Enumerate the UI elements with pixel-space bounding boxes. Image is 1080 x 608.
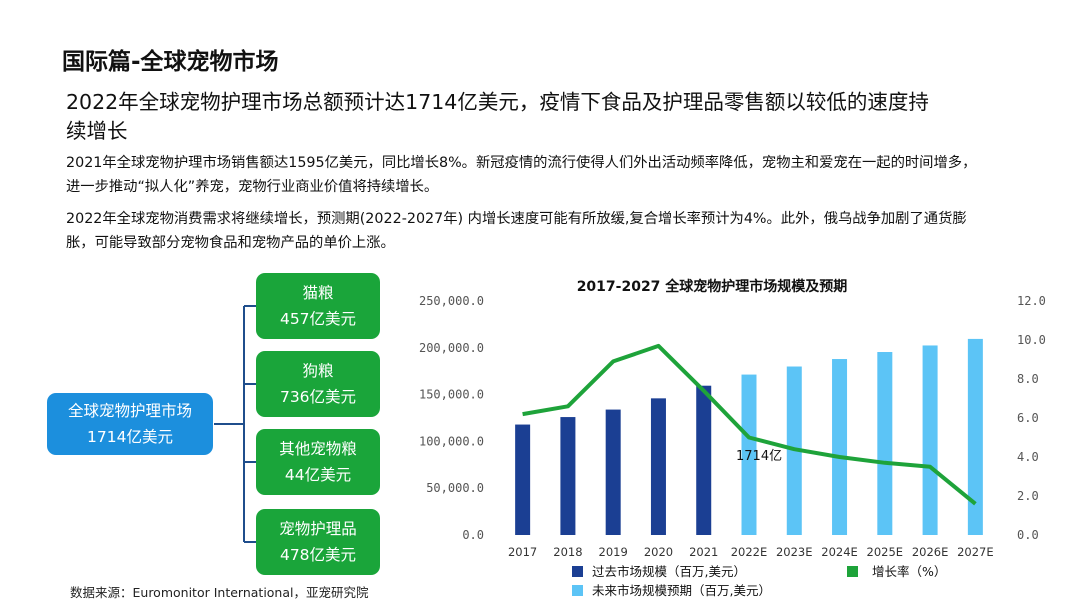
market-size-chart: 2017-2027 全球宠物护理市场规模及预期 0.0 50,000.0 100,0… xyxy=(419,278,1046,598)
box-other-pet-food-label: 其他宠物粮 xyxy=(279,440,357,458)
left-axis-tick-label: 150,000.0 xyxy=(419,388,484,402)
bar-future-market-size xyxy=(741,374,757,535)
box-cat-food-value: 457亿美元 xyxy=(279,310,357,328)
box-dog-food-value: 736亿美元 xyxy=(279,388,357,406)
legend-swatch-past xyxy=(572,566,583,577)
x-axis-tick-label: 2022E xyxy=(731,545,768,559)
bar-past-market-size xyxy=(605,409,621,535)
annotation-1714: 1714亿 xyxy=(736,449,782,464)
right-axis-tick-label: 0.0 xyxy=(1017,528,1039,542)
paragraph-market-2021: 2021年全球宠物护理市场销售额达1595亿美元，同比增长8%。新冠疫情的流行使… xyxy=(66,155,977,195)
x-axis: 2017 2018 2019 2020 2021 2022E 2023E 2024E 2025E… xyxy=(508,545,994,559)
x-axis-tick-label: 2020 xyxy=(644,545,673,559)
box-pet-care-products-value: 478亿美元 xyxy=(279,546,357,564)
root-box-global-pet-care: 全球宠物护理市场 1714亿美元 xyxy=(47,393,213,455)
left-axis-tick-label: 250,000.0 xyxy=(419,294,484,308)
right-axis-tick-label: 10.0 xyxy=(1017,333,1046,347)
right-axis-tick-label: 8.0 xyxy=(1017,372,1039,386)
bar-past-market-size xyxy=(515,424,531,535)
left-axis-tick-label: 50,000.0 xyxy=(426,481,484,495)
legend-label-past: 过去市场规模（百万,美元） xyxy=(592,564,746,579)
box-cat-food-label: 猫粮 xyxy=(302,284,334,302)
headline: 2022年全球宠物护理市场总额预计达1714亿美元，疫情下食品及护理品零售额以较… xyxy=(66,90,929,143)
paragraph-forecast-2022: 2022年全球宠物消费需求将继续增长，预测期(2022-2027年) 内增长速度… xyxy=(66,211,967,251)
bar-future-market-size xyxy=(832,359,848,535)
x-axis-tick-label: 2027E xyxy=(957,545,994,559)
box-other-pet-food: 其他宠物粮 44亿美元 xyxy=(256,429,380,495)
bar-past-market-size xyxy=(560,417,576,535)
right-axis-tick-label: 6.0 xyxy=(1017,411,1039,425)
bar-past-market-size xyxy=(696,385,712,535)
box-dog-food: 狗粮 736亿美元 xyxy=(256,351,380,417)
bar-series xyxy=(515,338,983,535)
x-axis-tick-label: 2021 xyxy=(689,545,718,559)
x-axis-tick-label: 2019 xyxy=(599,545,628,559)
x-axis-tick-label: 2024E xyxy=(821,545,858,559)
box-other-pet-food-value: 44亿美元 xyxy=(284,466,352,484)
root-box-title: 全球宠物护理市场 xyxy=(67,402,192,420)
growth-rate-line xyxy=(522,343,977,506)
box-dog-food-label: 狗粮 xyxy=(302,362,334,380)
tree-connectors xyxy=(214,305,256,543)
box-cat-food: 猫粮 457亿美元 xyxy=(256,273,380,339)
box-pet-care-products: 宠物护理品 478亿美元 xyxy=(256,509,380,575)
x-axis-tick-label: 2026E xyxy=(912,545,949,559)
data-source: 数据来源：Euromonitor International，亚宠研究院 xyxy=(70,585,369,600)
right-axis-tick-label: 2.0 xyxy=(1017,489,1039,503)
chart-title: 2017-2027 全球宠物护理市场规模及预期 xyxy=(577,278,848,295)
left-axis-tick-label: 100,000.0 xyxy=(419,434,484,448)
box-pet-care-products-label: 宠物护理品 xyxy=(279,520,357,538)
x-axis-tick-label: 2017 xyxy=(508,545,537,559)
legend-label-growth: 增长率（%） xyxy=(872,564,946,579)
left-axis: 0.0 50,000.0 100,000.0 150,000.0 200,000.0 25… xyxy=(419,294,484,542)
left-axis-tick-label: 0.0 xyxy=(462,528,484,542)
root-box-value: 1714亿美元 xyxy=(87,428,173,446)
x-axis-tick-label: 2025E xyxy=(867,545,904,559)
right-axis: 0.0 2.0 4.0 6.0 8.0 10.0 12.0 xyxy=(1017,294,1046,542)
bar-future-market-size xyxy=(967,338,983,535)
right-axis-tick-label: 4.0 xyxy=(1017,450,1039,464)
left-axis-tick-label: 200,000.0 xyxy=(419,341,484,355)
legend-swatch-future xyxy=(572,585,583,596)
x-axis-tick-label: 2023E xyxy=(776,545,813,559)
x-axis-tick-label: 2018 xyxy=(553,545,582,559)
bar-future-market-size xyxy=(922,345,938,535)
legend-swatch-growth xyxy=(847,566,858,577)
bar-past-market-size xyxy=(650,398,666,535)
right-axis-tick-label: 12.0 xyxy=(1017,294,1046,308)
bar-future-market-size xyxy=(877,352,893,535)
section-title: 国际篇-全球宠物市场 xyxy=(62,49,279,75)
legend-label-future: 未来市场规模预期（百万,美元） xyxy=(592,583,771,598)
